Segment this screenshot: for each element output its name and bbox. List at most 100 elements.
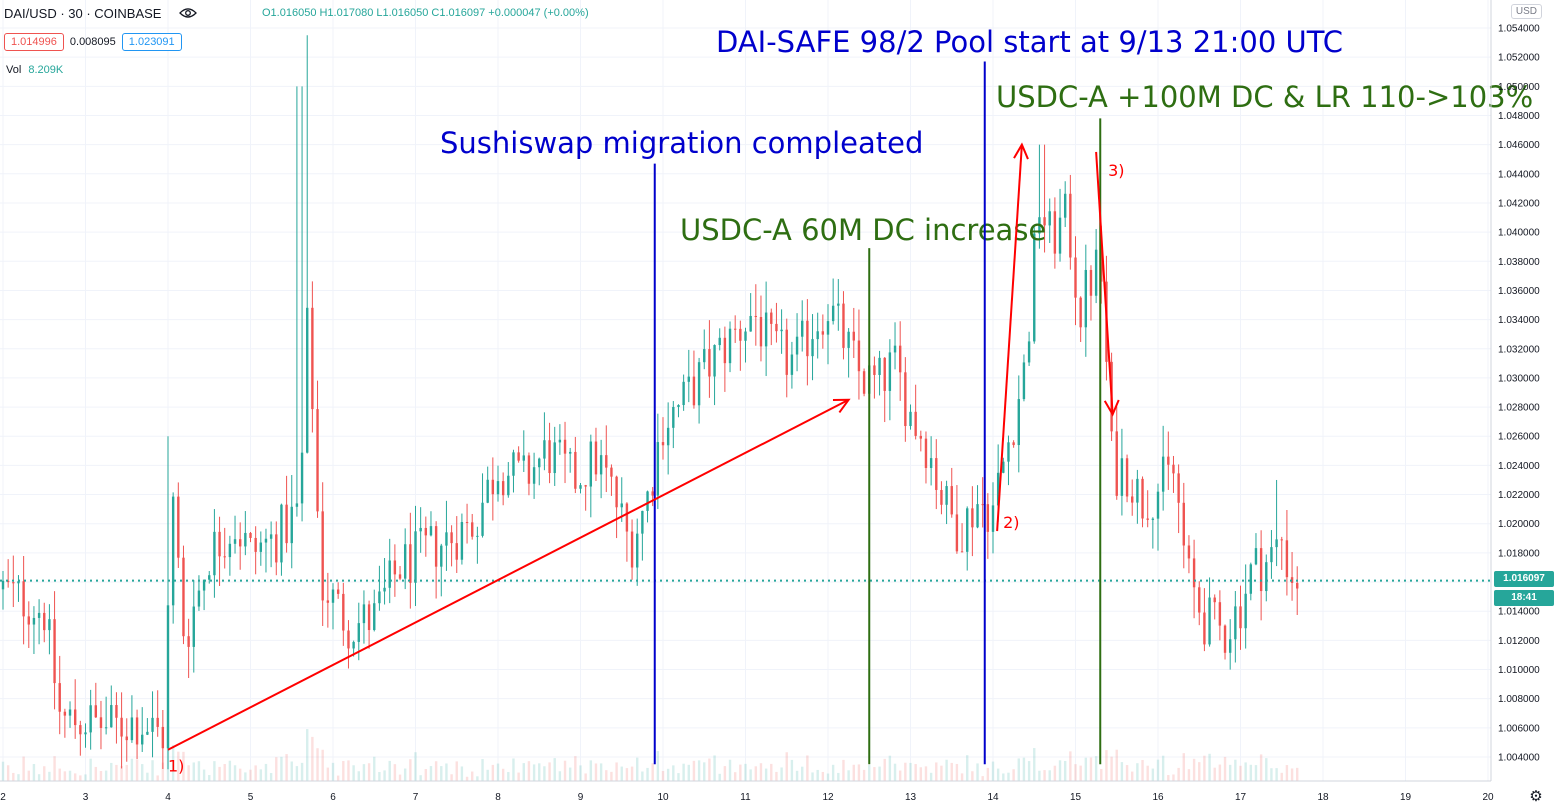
volume-bar (759, 763, 763, 781)
volume-bar (1048, 770, 1051, 781)
volume-bar (352, 765, 355, 781)
candle-body (842, 303, 845, 348)
event-label: USDC-A +100M DC & LR 110->103% (996, 80, 1533, 114)
price-tick-label: 1.028000 (1498, 403, 1540, 414)
volume-bar (460, 766, 464, 781)
symbol-title[interactable]: DAI/USD · 30 · COINBASE (4, 6, 162, 21)
price-tick-label: 1.026000 (1498, 432, 1540, 443)
volume-bar (558, 771, 562, 781)
volume-bar (1017, 758, 1020, 781)
volume-bar (605, 770, 608, 781)
candle-body (1177, 473, 1180, 503)
candle-body (1120, 458, 1124, 496)
volume-bar (692, 760, 696, 781)
price-tick-label: 1.042000 (1498, 198, 1540, 209)
currency-button[interactable]: USD (1510, 4, 1542, 19)
candle-body (460, 522, 464, 560)
settings-icon[interactable]: ⚙ (1529, 788, 1543, 805)
candle-body (115, 705, 118, 718)
volume-bar (991, 761, 995, 781)
candle-body (522, 455, 525, 461)
volume-bar (775, 771, 778, 781)
volume-bar (1177, 767, 1180, 781)
price-axis[interactable]: 1.054000 1.052000 1.050000 1.048000 1.046000… (1490, 0, 1540, 781)
volume-bar (1275, 768, 1278, 781)
candle-body (801, 320, 804, 337)
candle-body (161, 726, 165, 749)
annotation-arrows: 1) 2) 3) (167, 142, 1125, 776)
candle-body (275, 534, 278, 563)
time-tick-label: 13 (905, 792, 917, 803)
candle-body (1022, 362, 1026, 400)
volume-bar (770, 763, 773, 781)
volume-bar (1069, 751, 1072, 781)
candle-body (501, 481, 505, 496)
volume-bar (538, 763, 541, 781)
candle-body (904, 372, 907, 427)
annotation-number: 1) (168, 757, 184, 776)
candle-body (306, 307, 309, 453)
candle-body (589, 441, 593, 487)
candle-body (1069, 193, 1072, 258)
candle-body (914, 411, 917, 436)
volume-bar (1182, 753, 1185, 781)
candle-body (1213, 597, 1216, 603)
volume-bar (842, 759, 845, 781)
eye-icon[interactable] (179, 7, 198, 22)
candle-body (43, 612, 46, 631)
candle-body (285, 504, 288, 544)
volume-bar (682, 763, 685, 781)
volume-bar (156, 775, 159, 781)
candle-body (507, 475, 510, 496)
volume-bar (290, 761, 293, 781)
candle-body (1125, 458, 1129, 497)
candle-body (615, 476, 618, 508)
candle-body (1, 580, 5, 590)
candle-body (770, 312, 773, 324)
volume-bar (960, 773, 964, 781)
candle-body (37, 612, 41, 618)
candle-body (1249, 564, 1253, 594)
candle-body (641, 510, 644, 534)
last-price-label: 1.016097 (1494, 571, 1554, 587)
candle-body (1146, 518, 1149, 520)
candle-body (563, 439, 567, 454)
candle-body (976, 504, 979, 528)
time-tick-label: 14 (987, 792, 999, 803)
candle-body (538, 458, 541, 468)
time-axis[interactable]: 2 3 4 5 6 7 8 9 10 11 12 13 14 15 16 17 18 19 20 (0, 780, 1494, 803)
volume-bar (306, 729, 309, 781)
candle-body (68, 709, 72, 716)
candle-body (703, 349, 706, 363)
volume-bar (522, 763, 525, 781)
volume-bar (1136, 763, 1139, 781)
candle-body (991, 505, 995, 532)
candle-body (99, 717, 103, 728)
volume-bar (641, 771, 644, 781)
volume-bar (440, 766, 443, 781)
volume-bar (450, 774, 453, 781)
volume-bar (878, 766, 881, 781)
volume-bar (398, 774, 402, 781)
bid-price[interactable]: 1.014996 (4, 33, 64, 51)
volume-bar (1254, 765, 1258, 781)
ask-price[interactable]: 1.023091 (121, 33, 182, 51)
candle-body (403, 544, 407, 579)
volume-bar (1151, 768, 1155, 781)
candle-body (883, 357, 886, 391)
candle-body (672, 406, 675, 428)
candle-body (630, 531, 634, 568)
candle-body (58, 683, 61, 712)
volume-bar (58, 768, 61, 781)
candle-body (32, 617, 36, 625)
candle-body (775, 323, 778, 332)
volume-bar (795, 770, 799, 781)
volume-bar (1027, 761, 1031, 781)
volume-bar (532, 764, 536, 781)
volume-bar (496, 763, 500, 781)
price-tick-label: 1.008000 (1498, 694, 1540, 705)
candle-body (543, 440, 546, 459)
candle-body (249, 532, 252, 538)
candle-body (182, 557, 185, 637)
